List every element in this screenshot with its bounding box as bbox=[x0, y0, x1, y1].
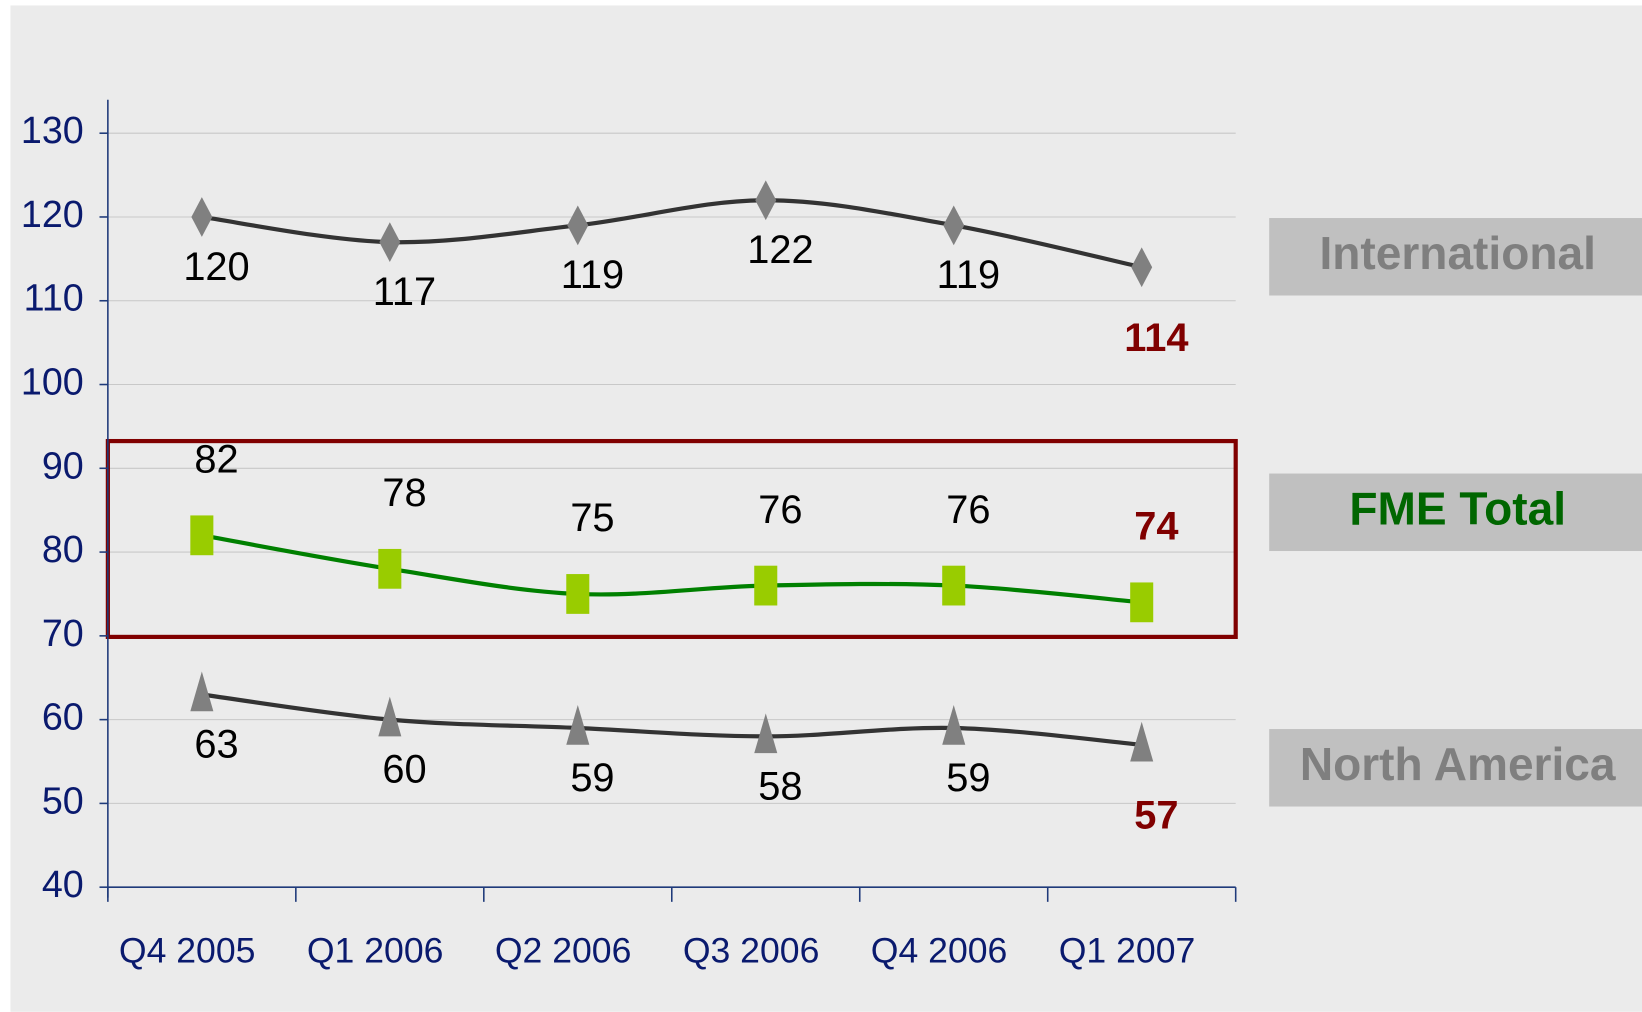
legend-label: FME Total bbox=[1349, 482, 1566, 534]
legend-box bbox=[1269, 729, 1642, 807]
marker bbox=[754, 713, 778, 754]
marker bbox=[190, 671, 214, 712]
legend-label: North America bbox=[1300, 738, 1616, 790]
data-label: 59 bbox=[570, 756, 614, 800]
data-label: 78 bbox=[382, 471, 426, 515]
y-tick-label: 130 bbox=[21, 109, 84, 151]
y-tick-label: 70 bbox=[42, 612, 84, 654]
data-label: 75 bbox=[570, 496, 614, 540]
marker bbox=[754, 565, 778, 606]
y-tick-label: 90 bbox=[42, 444, 84, 486]
data-label: 76 bbox=[946, 488, 990, 532]
x-tick-label: Q2 2006 bbox=[495, 931, 632, 971]
data-label: 117 bbox=[373, 270, 436, 314]
marker bbox=[566, 574, 590, 614]
data-label: 74 bbox=[1134, 505, 1178, 549]
data-label: 60 bbox=[382, 748, 426, 792]
marker bbox=[1130, 582, 1154, 623]
data-label: 57 bbox=[1134, 794, 1178, 838]
x-tick-label: Q4 2005 bbox=[119, 931, 256, 971]
x-tick-label: Q1 2007 bbox=[1059, 931, 1196, 971]
y-tick-label: 40 bbox=[42, 863, 84, 905]
y-tick-label: 100 bbox=[21, 360, 84, 402]
marker bbox=[191, 197, 213, 237]
x-tick-label: Q1 2006 bbox=[307, 931, 444, 971]
legend-label: International bbox=[1319, 227, 1595, 279]
marker bbox=[942, 565, 966, 606]
y-tick-label: 60 bbox=[42, 696, 84, 738]
marker bbox=[378, 696, 402, 737]
x-tick-label: Q4 2006 bbox=[871, 931, 1008, 971]
data-label: 119 bbox=[937, 253, 1000, 297]
y-tick-label: 80 bbox=[42, 528, 84, 570]
data-label: 120 bbox=[183, 245, 249, 289]
data-label: 63 bbox=[194, 722, 238, 766]
marker bbox=[566, 704, 590, 745]
marker bbox=[1130, 721, 1154, 762]
marker bbox=[755, 180, 777, 221]
series-line bbox=[201, 533, 1142, 605]
y-tick-label: 50 bbox=[42, 779, 84, 821]
series-line bbox=[201, 692, 1142, 747]
marker bbox=[379, 222, 401, 263]
data-label: 114 bbox=[1124, 316, 1188, 360]
y-tick-label: 120 bbox=[21, 193, 84, 235]
series-line bbox=[201, 198, 1143, 270]
legend-box bbox=[1269, 473, 1642, 552]
x-tick-label: Q3 2006 bbox=[683, 931, 820, 971]
data-label: 119 bbox=[561, 253, 624, 297]
data-label: 82 bbox=[194, 438, 238, 482]
data-label: 122 bbox=[747, 228, 813, 272]
y-tick-label: 110 bbox=[24, 277, 84, 319]
marker bbox=[942, 704, 966, 745]
legend-box bbox=[1269, 218, 1642, 296]
data-label: 58 bbox=[758, 764, 802, 808]
marker bbox=[190, 515, 214, 556]
marker bbox=[378, 548, 402, 589]
data-label: 76 bbox=[758, 488, 802, 532]
data-label: 59 bbox=[946, 756, 990, 800]
